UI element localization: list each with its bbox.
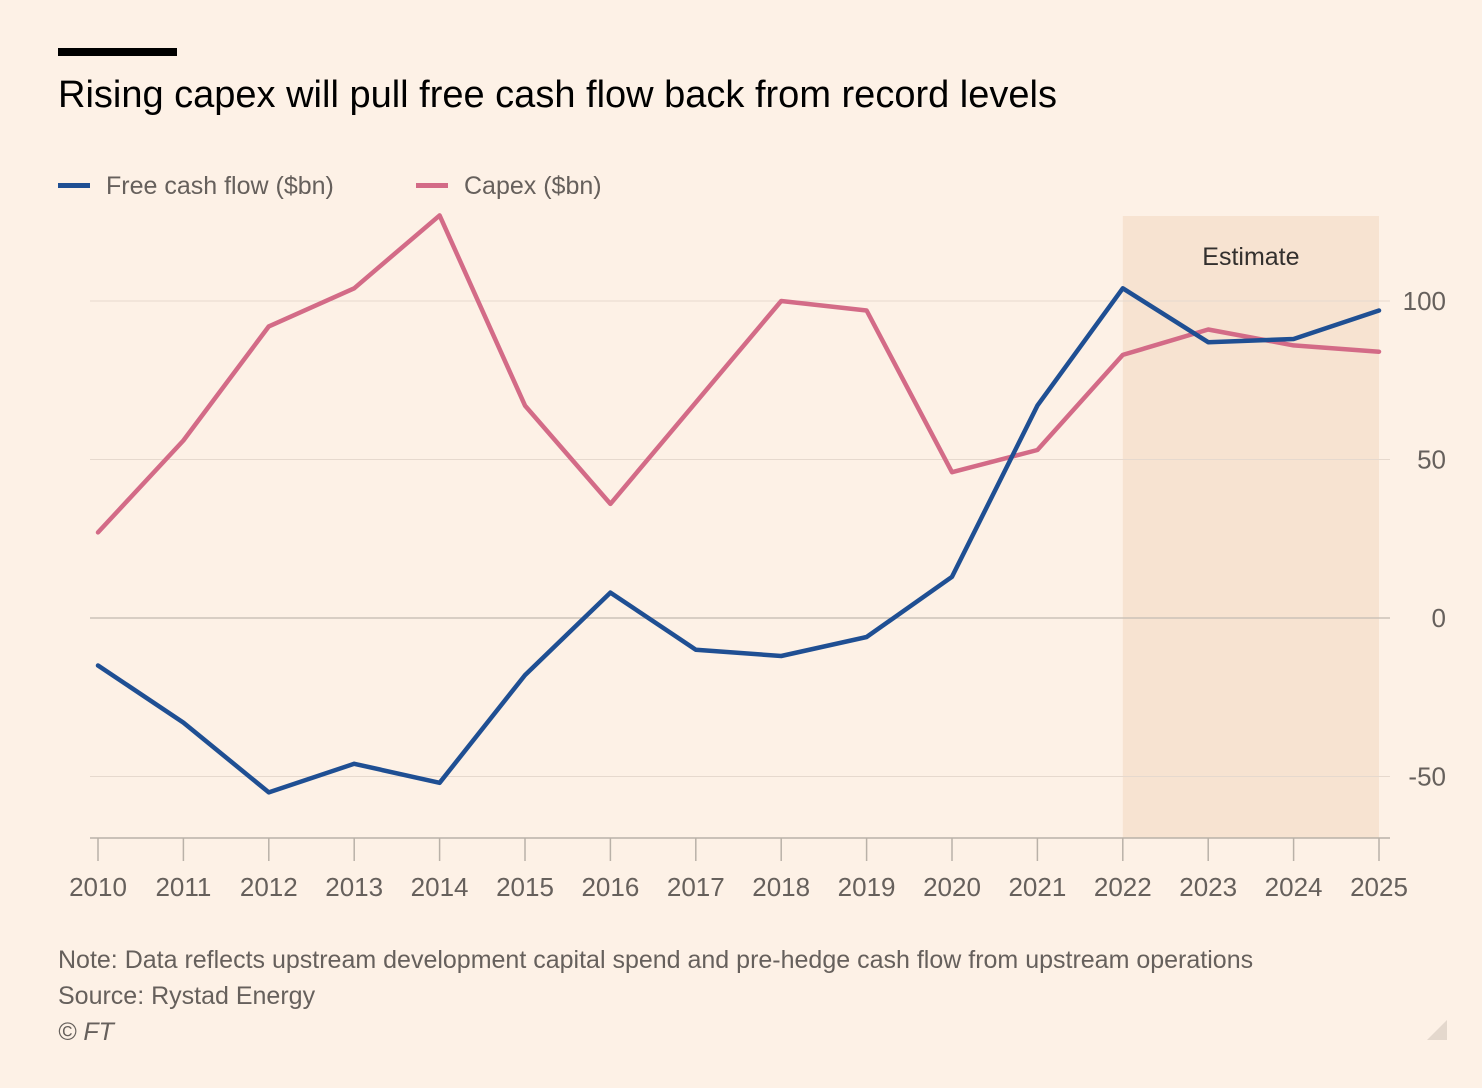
copyright: © FT bbox=[58, 1018, 114, 1046]
x-tick-label: 2024 bbox=[1265, 872, 1323, 902]
x-tick-label: 2014 bbox=[411, 872, 469, 902]
x-tick-label: 2020 bbox=[923, 872, 981, 902]
x-tick-label: 2018 bbox=[752, 872, 810, 902]
chart-title: Rising capex will pull free cash flow ba… bbox=[58, 74, 1057, 116]
estimate-label: Estimate bbox=[1202, 243, 1299, 271]
x-tick-label: 2021 bbox=[1008, 872, 1066, 902]
y-tick-label: -50 bbox=[1408, 762, 1446, 792]
x-tick-label: 2023 bbox=[1179, 872, 1237, 902]
footnote: Note: Data reflects upstream development… bbox=[58, 946, 1254, 974]
y-tick-label: 0 bbox=[1432, 603, 1446, 633]
x-tick-label: 2010 bbox=[69, 872, 127, 902]
legend-swatch-free-cash-flow bbox=[58, 183, 90, 189]
x-tick-label: 2019 bbox=[838, 872, 896, 902]
series-line-free-cash-flow bbox=[95, 286, 1382, 795]
legend-item-free-cash-flow: Free cash flow ($bn) bbox=[58, 168, 334, 204]
resize-corner-icon bbox=[1427, 1020, 1447, 1040]
legend-item-capex: Capex ($bn) bbox=[416, 168, 602, 204]
y-tick-label: 100 bbox=[1403, 286, 1446, 316]
top-rule bbox=[58, 48, 177, 56]
x-tick-label: 2012 bbox=[240, 872, 298, 902]
y-tick-label: 50 bbox=[1417, 445, 1446, 475]
x-tick-label: 2011 bbox=[155, 872, 211, 902]
legend-label-capex: Capex ($bn) bbox=[464, 172, 602, 200]
series-line-capex bbox=[95, 213, 1382, 535]
x-tick-label: 2025 bbox=[1350, 872, 1408, 902]
legend-label-free-cash-flow: Free cash flow ($bn) bbox=[106, 172, 334, 200]
x-tick-label: 2013 bbox=[325, 872, 383, 902]
legend-swatch-capex bbox=[416, 183, 448, 189]
x-tick-label: 2017 bbox=[667, 872, 725, 902]
x-tick-label: 2015 bbox=[496, 872, 554, 902]
line-chart: Estimate 100 50 0 -50 2010 2011 2012 2013 2014 201… bbox=[69, 213, 1446, 902]
estimate-region bbox=[1122, 216, 1379, 838]
x-tick-label: 2022 bbox=[1094, 872, 1152, 902]
source-line: Source: Rystad Energy bbox=[58, 982, 316, 1010]
x-tick-label: 2016 bbox=[581, 872, 639, 902]
